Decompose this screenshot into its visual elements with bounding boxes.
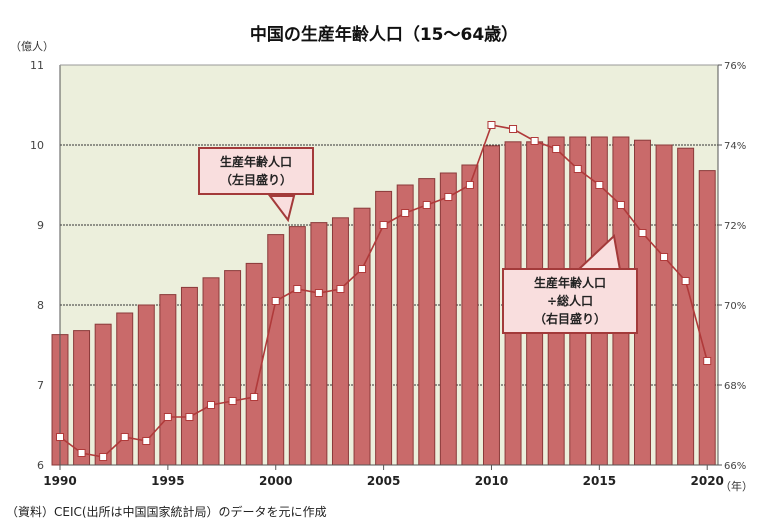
ratio-point-2008 [444,193,453,201]
source-note: （資料）CEIC(出所は中国国家統計局）のデータを元に作成 [6,505,327,519]
ratio-point-2019 [681,277,690,285]
bar-1995 [159,294,177,466]
bar-2005 [375,190,393,466]
ratio-point-2009 [465,181,474,189]
ratio-point-2006 [401,209,410,217]
ratio-point-1994 [142,437,151,445]
ratio-point-2001 [293,285,302,293]
bar-2004 [353,207,371,466]
ratio-point-2004 [358,265,367,273]
ratio-point-1990 [56,433,64,441]
x-tick-label: 2000 [259,474,292,488]
ratio-point-1999 [250,393,259,401]
ratio-point-2012 [530,137,539,145]
left-tick-label: 6 [37,459,44,472]
bar-2010 [482,145,500,466]
right-tick-label: 66% [724,461,746,472]
ratio-point-2020 [703,357,712,365]
ratio-point-2013 [552,145,561,153]
ratio-point-2015 [595,181,604,189]
right-tick-label: 76% [724,61,746,72]
bar-1992 [94,323,112,466]
ratio-point-1991 [77,449,86,457]
left-tick-label: 8 [37,299,44,312]
x-axis-unit: （年） [720,480,753,493]
x-tick-label: 1995 [151,474,184,488]
left-axis-unit: （億人） [10,40,54,53]
ratio-point-2014 [573,165,582,173]
callout-line: ÷総人口 [546,294,594,308]
ratio-point-2005 [379,221,388,229]
bar-2008 [439,172,457,466]
left-tick-label: 11 [30,59,44,72]
ratio-point-2003 [336,285,345,293]
ratio-point-2000 [271,297,280,305]
ratio-point-1995 [163,413,172,421]
ratio-point-2007 [422,201,431,209]
left-tick-label: 9 [37,219,44,232]
callout-pointer [268,195,296,223]
bar-1991 [73,330,91,466]
chart-title: 中国の生産年齢人口（15～64歳） [249,25,519,45]
x-tick-label: 2010 [475,474,508,488]
callout-line: 生産年齢人口 [533,276,606,290]
callout-line: 生産年齢人口 [219,155,292,169]
ratio-point-1992 [99,453,108,461]
right-tick-label: 74% [724,141,746,152]
right-tick-label: 72% [724,221,746,232]
ratio-point-1996 [185,413,194,421]
bar-1997 [202,277,220,466]
line-series-callout: 生産年齢人口 ÷総人口 （右目盛り） [502,268,638,334]
ratio-point-2002 [314,289,323,297]
bar-series-callout: 生産年齢人口 （左目盛り） [198,147,314,195]
bar-1998 [224,270,242,466]
ratio-point-2016 [616,201,625,209]
bar-2018 [655,144,673,466]
bar-2000 [267,234,285,466]
ratio-point-2018 [660,253,669,261]
right-tick-label: 70% [724,301,746,312]
bar-2009 [461,164,479,466]
x-tick-label: 2005 [367,474,400,488]
bar-2020 [698,170,716,466]
bar-1996 [180,286,198,466]
right-tick-label: 68% [724,381,746,392]
bar-2002 [310,222,328,466]
x-tick-label: 2020 [691,474,724,488]
callout-line: （左目盛り） [219,173,292,187]
bar-2007 [418,178,436,466]
bar-2019 [677,147,695,466]
ratio-point-2011 [509,125,518,133]
bar-1999 [245,262,263,466]
bar-2001 [288,226,306,466]
ratio-point-2010 [487,121,496,129]
bar-2003 [331,217,349,466]
callout-line: （右目盛り） [533,312,606,326]
ratio-point-1998 [228,397,237,405]
left-tick-label: 7 [37,379,44,392]
x-tick-label: 1990 [43,474,76,488]
ratio-point-2017 [638,229,647,237]
ratio-point-1993 [120,433,129,441]
ratio-point-1997 [207,401,216,409]
bar-2006 [396,184,414,466]
left-tick-label: 10 [30,139,44,152]
x-tick-label: 2015 [583,474,616,488]
